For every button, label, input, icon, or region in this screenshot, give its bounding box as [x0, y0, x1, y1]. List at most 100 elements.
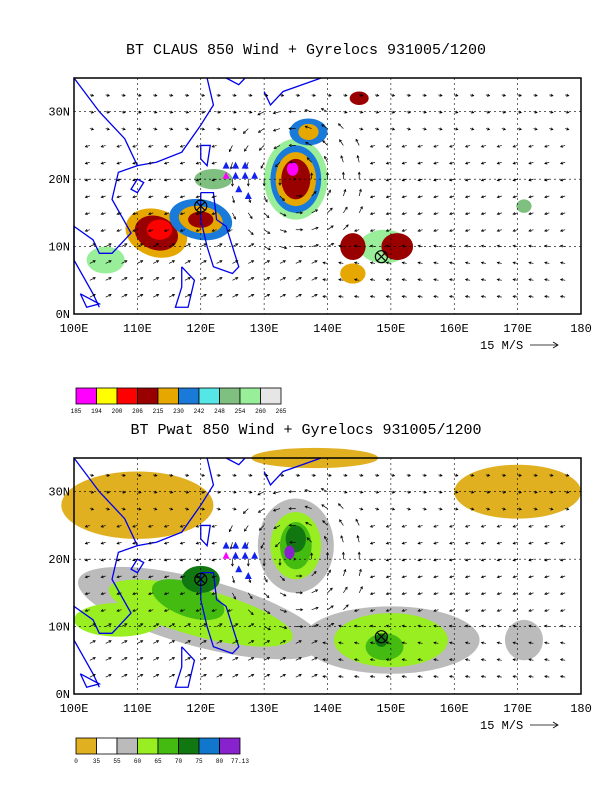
wind-vector [481, 659, 487, 661]
wind-vector [528, 229, 534, 232]
wind-vector-head [242, 510, 246, 514]
wind-vector-head [360, 490, 364, 494]
wind-vector-head [250, 232, 254, 236]
wind-vector-head [100, 609, 104, 612]
wind-vector-head [90, 110, 95, 114]
wind-vector-head [272, 508, 277, 512]
wind-vector-head [528, 541, 532, 545]
wind-vector-head [423, 473, 427, 477]
wind-vector [544, 558, 550, 561]
wind-vector [232, 592, 236, 600]
coastline [200, 571, 240, 655]
wind-vector-head [464, 161, 469, 165]
wind-vector-head [140, 657, 144, 660]
wind-vector-head [369, 278, 374, 282]
wind-vector [168, 294, 175, 298]
wind-vector-head [320, 488, 324, 491]
wind-vector-head [233, 127, 237, 131]
wind-vector [211, 541, 217, 544]
colorbar-swatch [75, 737, 97, 755]
wind-vector-head [559, 212, 564, 216]
wind-vector [121, 640, 128, 644]
wind-vector-head [330, 225, 334, 229]
wind-vector [164, 541, 170, 544]
wind-vector-head [353, 295, 358, 299]
wind-vector [322, 659, 328, 661]
wind-vector-head [100, 592, 104, 596]
wind-vector-head [154, 110, 158, 114]
wind-vector [370, 675, 376, 678]
wind-vector [211, 195, 217, 198]
wind-vector [263, 277, 270, 281]
wind-vector-head [156, 640, 160, 643]
wind-vector-head [235, 674, 239, 677]
wind-vector [260, 162, 265, 169]
wind-vector [101, 575, 106, 578]
wind-vector-head [480, 541, 484, 545]
wind-vector [196, 178, 201, 181]
wind-vector [248, 294, 254, 298]
wind-vector-head [195, 212, 199, 216]
wind-vector-head [528, 278, 532, 282]
wind-vector [200, 674, 207, 678]
wind-vector-head [244, 528, 247, 532]
wind-vector-head [369, 144, 374, 148]
colorbar-swatch [137, 737, 159, 755]
wind-vector [528, 145, 534, 148]
wind-vector-head [480, 161, 484, 165]
wind-vector-head [559, 541, 564, 545]
wind-vector-head [566, 507, 570, 511]
wind-vector [370, 145, 376, 148]
wind-vector [417, 592, 423, 595]
wind-vector [311, 640, 318, 644]
wind-vector [560, 161, 566, 164]
panel1-title: BT CLAUS 850 Wind + Gyrelocs 931005/1200 [125, 42, 487, 59]
wind-vector-head [232, 580, 236, 584]
shaded-region [504, 619, 543, 661]
wind-vector [327, 207, 333, 214]
wind-vector-head [122, 127, 126, 131]
colorbar-swatch [116, 737, 138, 755]
wind-vector-head [140, 243, 144, 247]
wind-vector-head [235, 243, 239, 247]
wind-vector-head [464, 278, 469, 282]
wind-vector-head [369, 229, 374, 232]
wind-vector [153, 260, 159, 264]
wind-vector [164, 145, 170, 148]
wind-vector-head [341, 551, 345, 555]
wind-vector [370, 262, 376, 264]
wind-vector-head [496, 575, 500, 579]
wind-vector-head [385, 144, 389, 148]
wind-vector-head [496, 624, 500, 628]
wind-vector-head [518, 507, 522, 511]
wind-vector [433, 245, 439, 247]
wind-vector-head [228, 529, 232, 533]
latitude-label: 10N [48, 241, 70, 255]
wind-vector [449, 229, 455, 232]
wind-vector [184, 260, 191, 264]
wind-vector-head [417, 624, 421, 628]
wind-vector-head [512, 278, 516, 282]
wind-vector-head [464, 609, 469, 612]
wind-vector [244, 525, 249, 532]
wind-vector [560, 575, 566, 578]
wind-vector [232, 623, 238, 627]
vector-scale-arrow [552, 341, 559, 349]
wind-vector-head [92, 260, 96, 263]
wind-vector-head [148, 609, 152, 612]
wind-vector-head [343, 188, 347, 193]
wind-vector [340, 535, 344, 543]
wind-vector-head [449, 195, 453, 199]
wind-vector-head [211, 229, 215, 232]
longitude-label: 100E [60, 702, 89, 716]
wind-vector-head [449, 609, 453, 612]
wind-vector-head [566, 127, 570, 131]
wind-vector [338, 262, 344, 264]
wind-vector [153, 277, 159, 281]
wind-vector [248, 243, 254, 247]
wind-vector-head [106, 110, 110, 114]
wind-vector-head [401, 261, 405, 265]
wind-vector-head [401, 609, 405, 612]
wind-vector-head [90, 490, 95, 494]
wind-vector-head [148, 229, 152, 232]
